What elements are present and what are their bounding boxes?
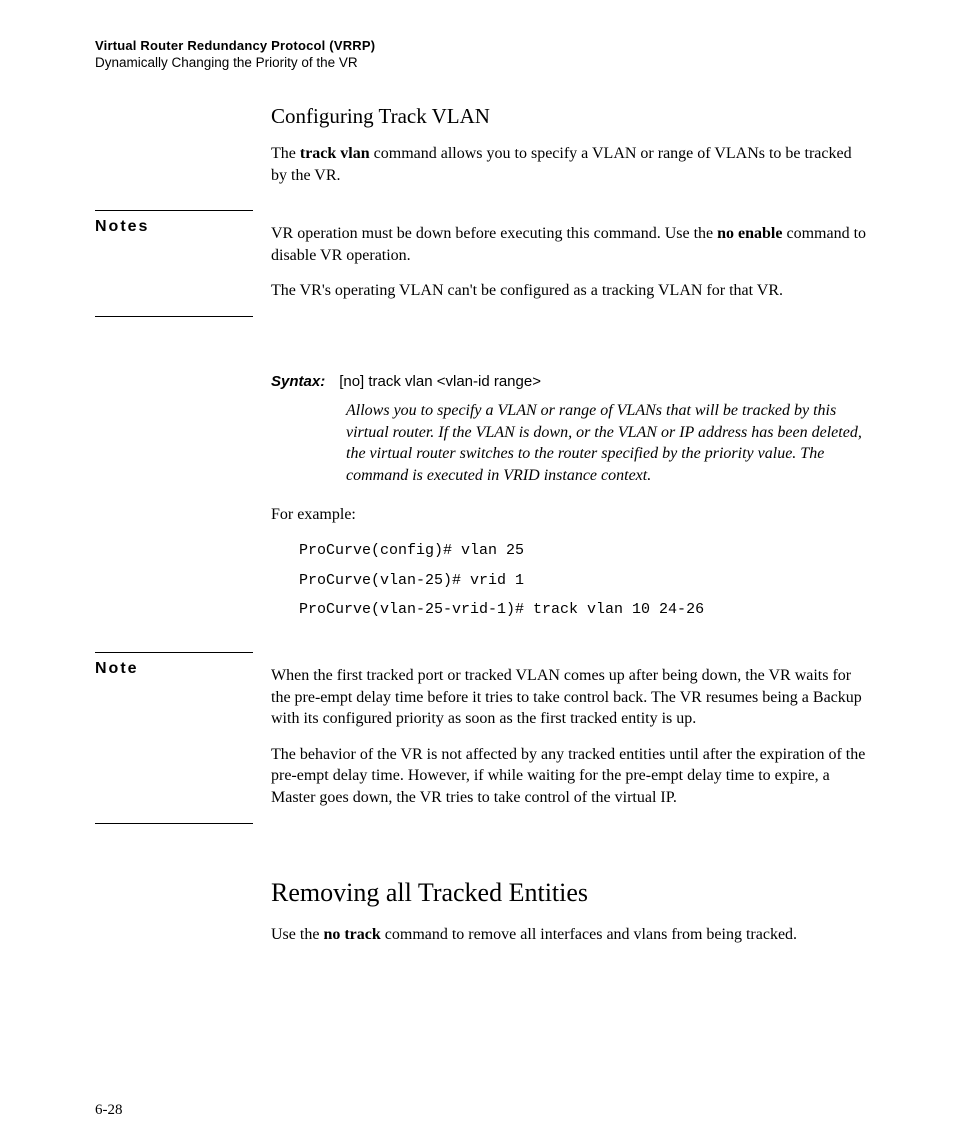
section2-paragraph: Use the no track command to remove all i… xyxy=(271,924,869,946)
section-heading-track-vlan: Configuring Track VLAN xyxy=(271,104,869,129)
header-title: Virtual Router Redundancy Protocol (VRRP… xyxy=(95,38,869,53)
header-subtitle: Dynamically Changing the Priority of the… xyxy=(95,55,869,70)
rule-bottom xyxy=(95,316,253,317)
text-fragment: command to remove all interfaces and vla… xyxy=(381,926,797,943)
notes-label: Notes xyxy=(95,218,149,236)
text-fragment: Use the xyxy=(271,926,323,943)
note-paragraph-2: The behavior of the VR is not affected b… xyxy=(271,744,869,809)
page-number: 6-28 xyxy=(95,1102,123,1119)
syntax-label: Syntax: xyxy=(271,373,325,390)
note-paragraph-1: When the first tracked port or tracked V… xyxy=(271,665,869,730)
running-header: Virtual Router Redundancy Protocol (VRRP… xyxy=(95,38,869,70)
notes-paragraph-1: VR operation must be down before executi… xyxy=(271,223,869,266)
command-name: no track xyxy=(323,926,380,943)
syntax-row: Syntax: [no] track vlan <vlan-id range> xyxy=(271,373,869,390)
note-block: Note When the first tracked port or trac… xyxy=(95,652,869,824)
rule-top xyxy=(95,652,253,653)
section1-paragraph: The track vlan command allows you to spe… xyxy=(271,143,869,186)
notes-paragraph-2: The VR's operating VLAN can't be configu… xyxy=(271,280,869,302)
rule-top xyxy=(95,210,253,211)
text-fragment: VR operation must be down before executi… xyxy=(271,225,717,242)
code-example: ProCurve(config)# vlan 25 ProCurve(vlan-… xyxy=(299,536,869,624)
syntax-command: [no] track vlan <vlan-id range> xyxy=(339,373,541,390)
notes-block: Notes VR operation must be down before e… xyxy=(95,210,869,317)
command-name: no enable xyxy=(717,225,782,242)
section-heading-removing: Removing all Tracked Entities xyxy=(271,878,869,908)
note-label: Note xyxy=(95,660,139,678)
rule-bottom xyxy=(95,823,253,824)
text-fragment: The xyxy=(271,145,300,162)
syntax-description: Allows you to specify a VLAN or range of… xyxy=(346,400,869,486)
example-label: For example: xyxy=(271,506,869,524)
command-name: track vlan xyxy=(300,145,370,162)
